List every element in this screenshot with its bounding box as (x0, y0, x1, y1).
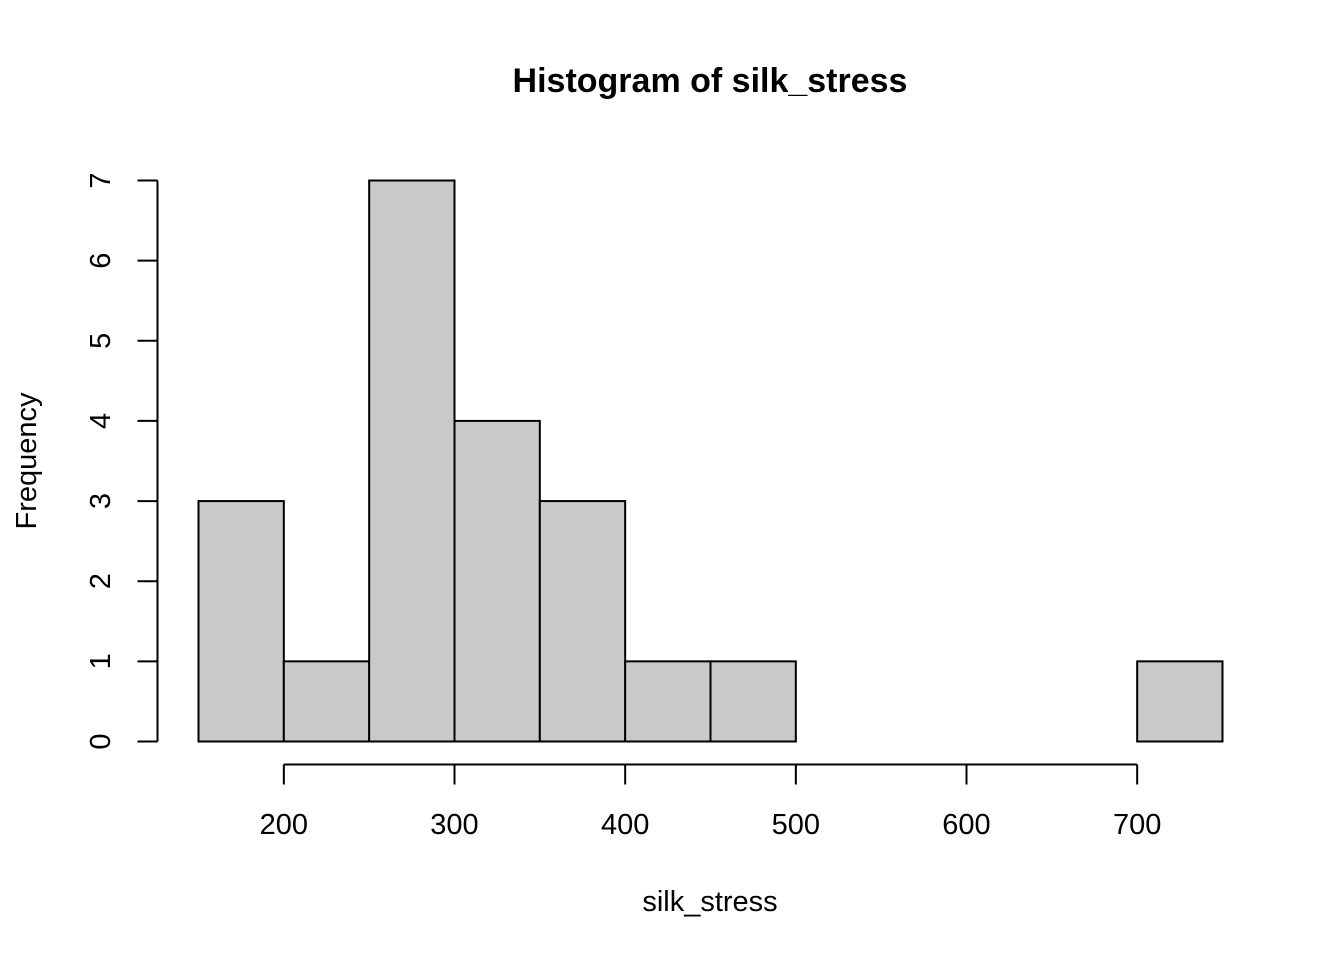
x-tick-label: 600 (942, 809, 990, 841)
y-tick-label: 0 (85, 733, 117, 749)
histogram-bar-3 (453, 419, 541, 743)
x-axis-label: silk_stress (642, 886, 777, 918)
x-tick-label: 700 (1113, 809, 1161, 841)
histogram-bar-1 (282, 660, 371, 743)
y-axis-label: Frequency (11, 392, 43, 530)
x-axis: 200 300 400 500 600 700 (260, 763, 1161, 841)
x-tick-label: 300 (430, 809, 478, 841)
x-tick-label: 500 (772, 809, 820, 841)
y-tick-label: 3 (85, 493, 117, 509)
x-tick-label: 200 (260, 809, 308, 841)
histogram-bar-5 (624, 660, 712, 743)
histogram-bar-4 (538, 500, 627, 743)
y-tick-label: 7 (85, 172, 117, 188)
y-tick-label: 5 (85, 333, 117, 349)
y-axis: 0 1 2 3 4 5 6 7 (85, 172, 159, 750)
histogram-bar-6 (709, 660, 797, 743)
bars-group (197, 179, 1224, 743)
histogram-bar-0 (197, 500, 285, 743)
y-tick-label: 6 (85, 253, 117, 269)
x-tick-label: 400 (601, 809, 649, 841)
histogram-bar-11 (1136, 660, 1224, 743)
chart-title: Histogram of silk_stress (513, 62, 908, 100)
y-tick-label: 4 (85, 413, 117, 429)
histogram-bar-2 (368, 179, 456, 743)
y-tick-label: 1 (85, 653, 117, 669)
y-tick-label: 2 (85, 573, 117, 589)
